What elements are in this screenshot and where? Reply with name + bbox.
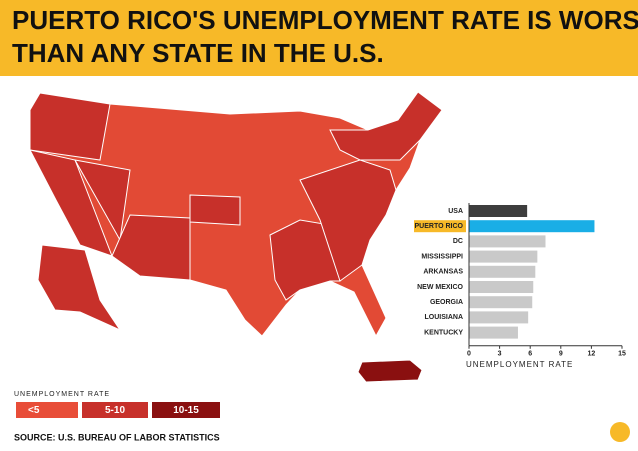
y-tick-label: NEW MEXICO xyxy=(417,284,463,291)
legend-label: 5-10 xyxy=(105,405,125,416)
y-tick-label: MISSISSIPPI xyxy=(421,253,463,260)
y-tick-label: DC xyxy=(453,238,463,245)
logo xyxy=(610,422,630,442)
bar xyxy=(469,311,529,324)
bar xyxy=(469,281,534,293)
bar xyxy=(469,250,538,263)
legend-title: UNEMPLOYMENT RATE xyxy=(14,391,110,398)
bar xyxy=(469,235,546,248)
title-band xyxy=(0,0,638,76)
y-tick-label: KENTUCKY xyxy=(424,329,463,336)
bar xyxy=(469,326,518,339)
x-tick-label: 9 xyxy=(559,351,563,358)
legend: <5 5-10 10-15 xyxy=(16,402,220,418)
x-tick-label: 15 xyxy=(618,351,626,358)
y-tick-label: ARKANSAS xyxy=(423,269,463,276)
x-tick-label: 0 xyxy=(467,351,471,358)
legend-swatch xyxy=(16,402,78,418)
x-tick-label: 6 xyxy=(528,351,532,358)
x-axis-label: UNEMPLOYMENT RATE xyxy=(466,360,573,369)
bar xyxy=(469,220,595,233)
bar xyxy=(469,205,528,217)
title: PUERTO RICO'S UNEMPLOYMENT RATE IS WORSE… xyxy=(12,5,638,68)
bar-chart: USA PUERTO RICO DC MISSISSIPPI ARKANSAS NEW M… xyxy=(414,203,626,369)
y-tick-label: PUERTO RICO xyxy=(415,223,464,230)
bar xyxy=(469,265,536,278)
x-tick-label: 12 xyxy=(588,351,596,358)
legend-swatch xyxy=(152,402,220,418)
x-tick-label: 3 xyxy=(498,351,502,358)
label-highlight xyxy=(414,220,466,233)
us-map xyxy=(29,91,443,383)
source: SOURCE: U.S. BUREAU OF LABOR STATISTICS xyxy=(14,432,220,442)
legend-label: <5 xyxy=(28,405,40,416)
y-tick-label: USA xyxy=(448,208,463,215)
legend-label: 10-15 xyxy=(173,405,199,416)
legend-swatch xyxy=(82,402,148,418)
bar xyxy=(469,296,533,309)
y-tick-label: GEORGIA xyxy=(430,299,463,306)
y-tick-label: LOUISIANA xyxy=(425,314,464,321)
